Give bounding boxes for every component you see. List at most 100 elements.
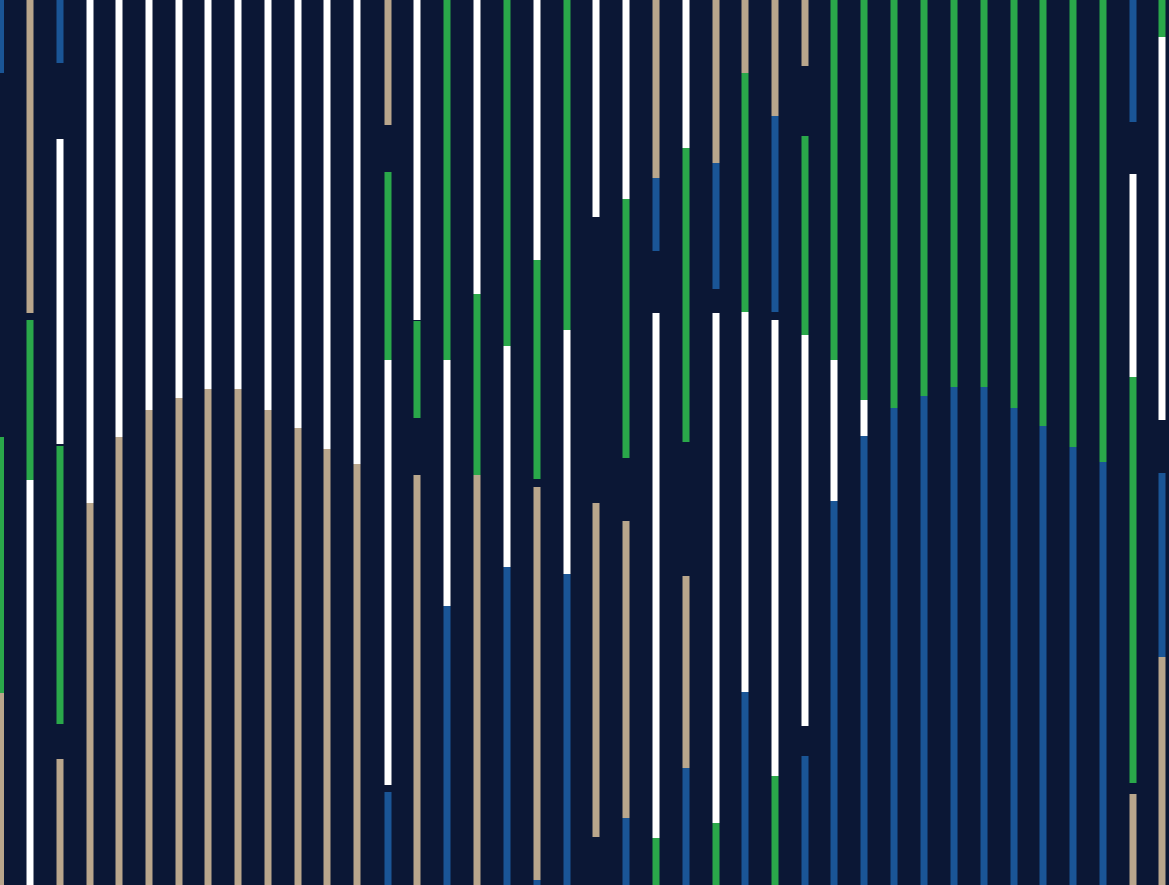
stripe-segment [950, 0, 958, 387]
stripe-segment [533, 880, 541, 885]
stripe-segment [1129, 174, 1137, 377]
stripe-segment [860, 400, 868, 436]
stripe-segment [950, 387, 958, 885]
stripe-segment [830, 0, 838, 360]
stripe-segment [384, 0, 392, 125]
stripe-segment [443, 0, 451, 360]
stripe-segment [801, 136, 809, 335]
stripe-segment [712, 0, 720, 163]
stripe-segment [771, 116, 779, 312]
stripe-segment [473, 294, 481, 475]
stripe-segment [175, 398, 183, 885]
stripe-segment [1158, 657, 1166, 885]
stripe-segment [712, 313, 720, 823]
stripe-segment [533, 0, 541, 260]
stripe-segment [503, 346, 511, 567]
stripe-segment [830, 501, 838, 885]
stripe-segment [920, 0, 928, 396]
stripe-segment [264, 0, 272, 410]
stripe-segment [741, 692, 749, 885]
stripe-segment [801, 756, 809, 885]
stripe-segment [175, 0, 183, 398]
stripe-segment [503, 567, 511, 885]
stripe-segment [890, 0, 898, 408]
stripe-segment [86, 0, 94, 503]
stripe-segment [26, 480, 34, 885]
stripe-segment [323, 449, 331, 885]
stripe-segment [563, 0, 571, 330]
stripe-segment [443, 606, 451, 885]
stripe-segment [682, 0, 690, 148]
stripe-segment [801, 335, 809, 726]
stripe-segment [1039, 426, 1047, 885]
stripe-segment [56, 446, 64, 724]
stripe-segment [294, 428, 302, 885]
stripe-segment [56, 139, 64, 444]
stripe-segment [384, 172, 392, 360]
stripe-segment [204, 0, 212, 389]
stripe-segment [115, 437, 123, 885]
stripe-segment [741, 0, 749, 73]
stripe-segment [503, 0, 511, 346]
stripe-segment [712, 823, 720, 885]
stripe-segment [353, 464, 361, 885]
stripe-segment [473, 475, 481, 885]
stripe-segment [652, 178, 660, 251]
stripe-segment [26, 320, 34, 480]
stripe-segment [741, 73, 749, 312]
stripe-segment [563, 574, 571, 885]
stripe-segment [294, 0, 302, 428]
stripe-segment [384, 360, 392, 785]
stripe-segment [56, 759, 64, 885]
stripe-segment [204, 389, 212, 885]
stripe-segment [652, 313, 660, 838]
stripe-segment [771, 0, 779, 116]
stripe-segment [1039, 0, 1047, 426]
stripe-segment [622, 818, 630, 885]
stripe-segment [622, 521, 630, 818]
stripe-segment [145, 410, 153, 885]
stripe-segment [652, 0, 660, 178]
stripe-segment [890, 408, 898, 885]
stripe-segment [264, 410, 272, 885]
stripe-segment [1129, 0, 1137, 122]
stripe-segment [1158, 473, 1166, 657]
stripe-segment [741, 312, 749, 692]
stripe-segment [1099, 462, 1107, 885]
stripe-segment [1010, 0, 1018, 408]
stripe-segment [0, 693, 4, 885]
stripe-segment [980, 387, 988, 885]
stripe-segment [533, 487, 541, 880]
stripe-segment [413, 321, 421, 418]
stripe-segment [920, 396, 928, 885]
stripe-segment [682, 576, 690, 768]
stripe-segment [533, 260, 541, 479]
stripe-segment [592, 503, 600, 837]
stripe-segment [443, 360, 451, 606]
stripe-segment [712, 163, 720, 289]
stripe-segment [86, 503, 94, 885]
stripe-segment [771, 320, 779, 776]
stripe-segment [622, 199, 630, 458]
stripe-segment [323, 0, 331, 449]
stripe-segment [622, 0, 630, 199]
stripe-segment [26, 0, 34, 313]
stripe-segment [1069, 0, 1077, 447]
stripe-segment [1099, 0, 1107, 462]
stripe-segment [1129, 794, 1137, 885]
stripe-segment [0, 437, 4, 693]
stripe-segment [592, 0, 600, 217]
stripe-segment [413, 0, 421, 320]
stripe-segment [682, 148, 690, 442]
stripe-segment [801, 0, 809, 66]
stripe-segment [1010, 408, 1018, 885]
stripe-segment [1129, 377, 1137, 783]
stripe-segment [1069, 447, 1077, 885]
stripe-segment [830, 360, 838, 501]
stripe-segment [563, 330, 571, 574]
stripe-segment [860, 0, 868, 400]
stripe-segment [413, 475, 421, 885]
stripe-segment [234, 0, 242, 389]
